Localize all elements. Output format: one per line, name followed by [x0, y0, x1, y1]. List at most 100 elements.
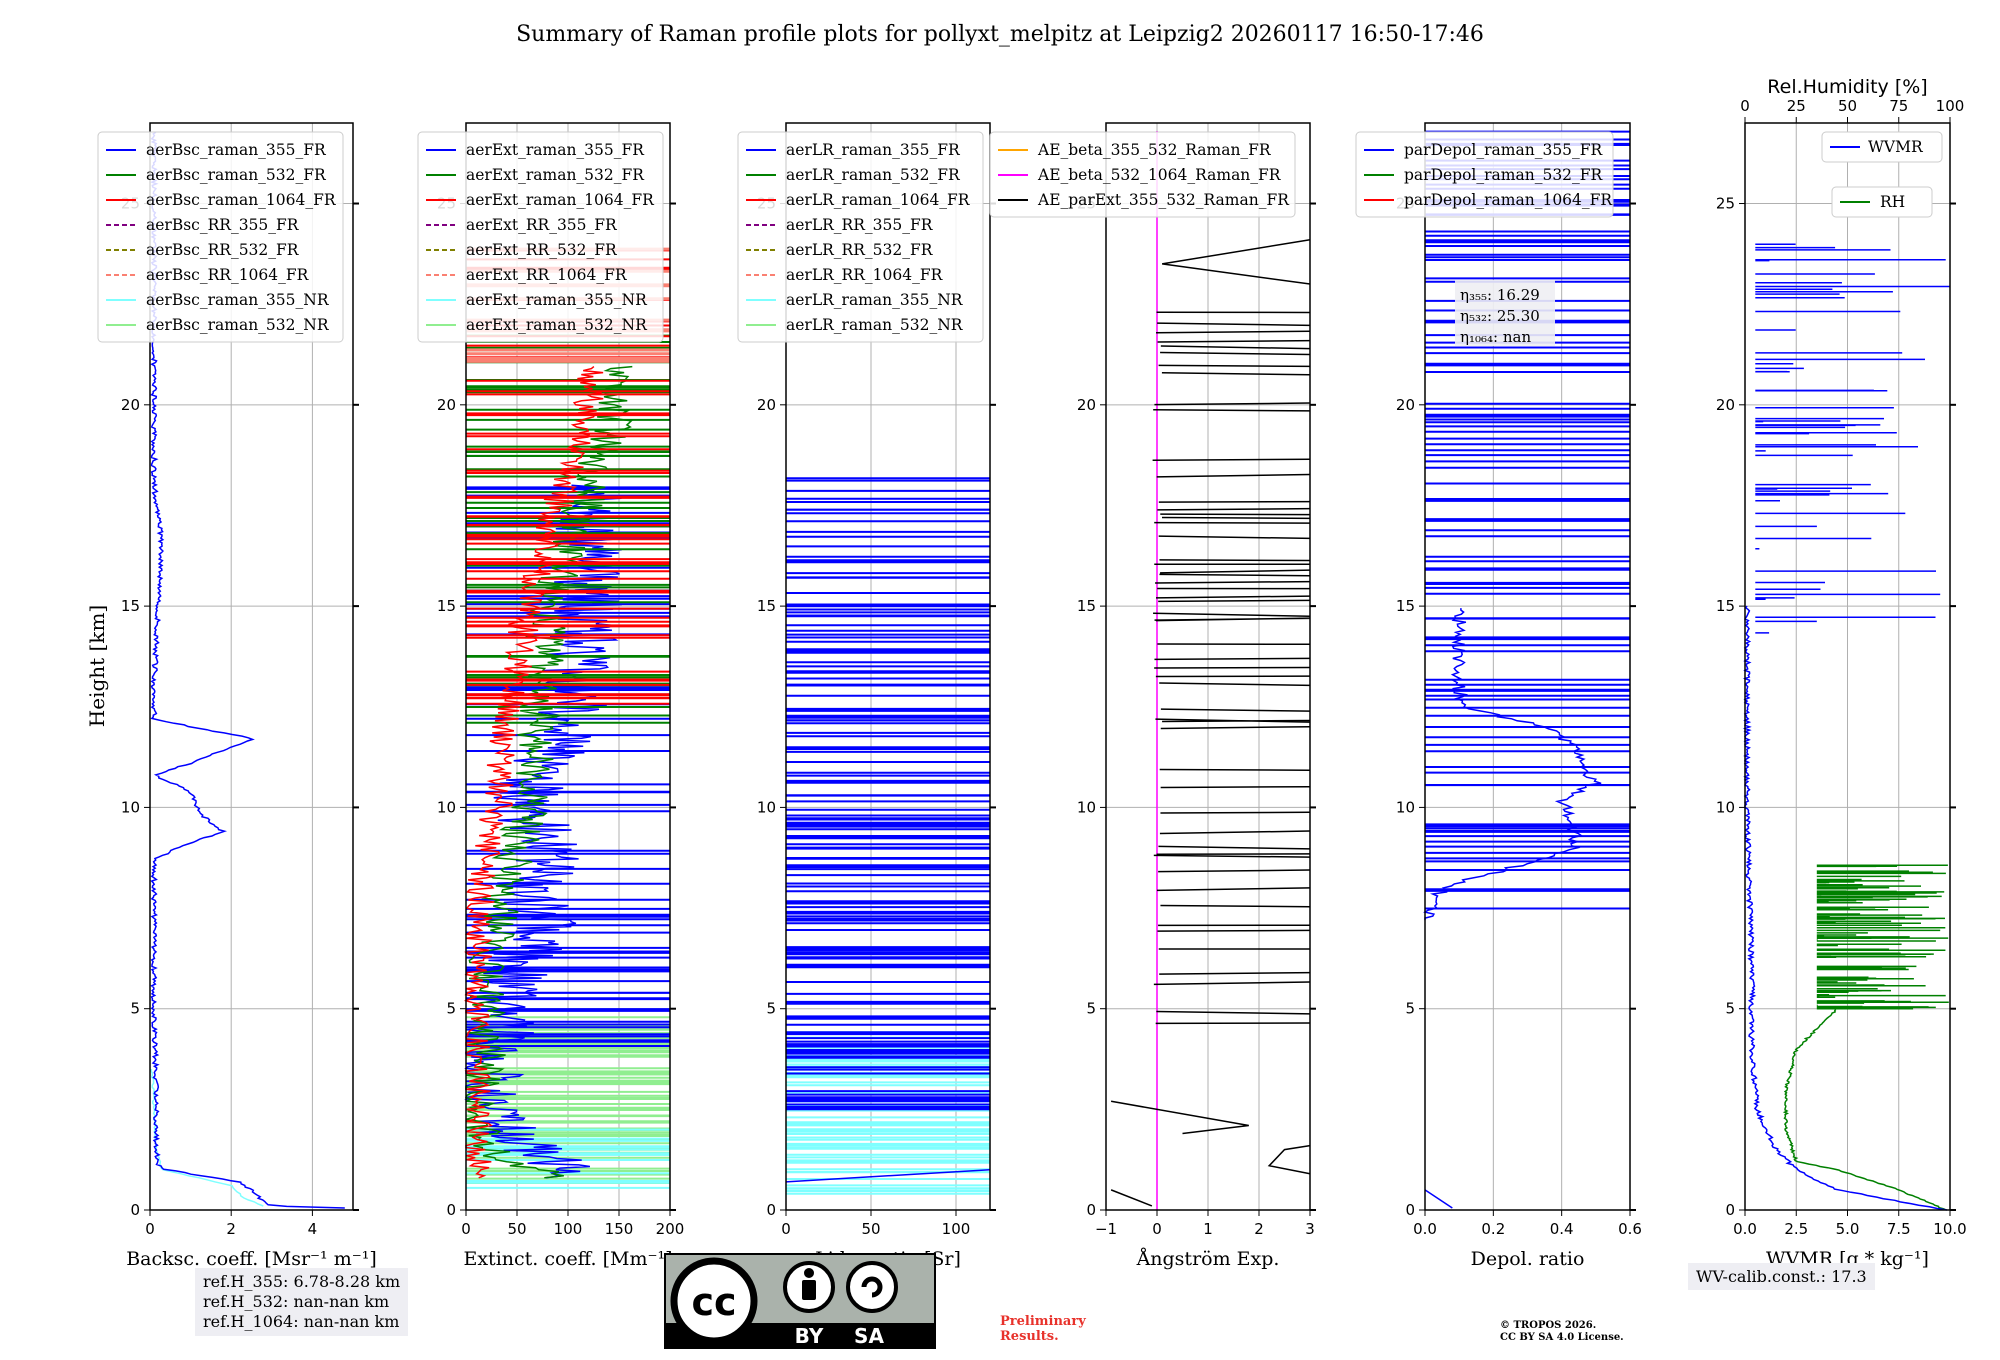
y-tick-label: 20 — [757, 396, 776, 414]
y-tick-label: 10 — [121, 798, 140, 816]
annotation-line: η₅₃₂: 25.30 — [1460, 307, 1540, 325]
y-tick-label: 15 — [1396, 597, 1415, 615]
legend-box — [1831, 186, 1933, 218]
x-tick-label: 1 — [1203, 1220, 1213, 1238]
x-tick-label: 0.6 — [1618, 1220, 1642, 1238]
axes-frame-5 — [1424, 122, 1631, 1211]
x-axis-label: Backsc. coeff. [Msr⁻¹ m⁻¹] — [126, 1248, 377, 1270]
preliminary-results: Preliminary Results. — [1000, 1314, 1086, 1344]
x-tick-label: 150 — [605, 1220, 634, 1238]
legend-label: AE_beta_355_532_Raman_FR — [1037, 141, 1272, 159]
x-axis-label: Depol. ratio — [1471, 1248, 1585, 1270]
ref-h-355: ref.H_355: 6.78-8.28 km — [203, 1272, 401, 1291]
top-tick-label: 100 — [1936, 97, 1965, 115]
series-line — [1742, 605, 1948, 1211]
x-axis-label: Extinct. coeff. [Mm⁻¹] — [463, 1248, 672, 1270]
legend-label: aerBsc_raman_532_FR — [146, 166, 327, 184]
preliminary-line-2: Results. — [1000, 1329, 1059, 1344]
series-line — [786, 477, 990, 1111]
x-tick-label: 10.0 — [1933, 1220, 1966, 1238]
top-tick-label: 75 — [1889, 97, 1908, 115]
x-tick-label: 0 — [1152, 1220, 1162, 1238]
series-line — [463, 366, 604, 1179]
y-tick-label: 20 — [1077, 396, 1096, 414]
x-tick-label: 2 — [1254, 1220, 1264, 1238]
x-tick-label: 2 — [226, 1220, 236, 1238]
y-tick-label: 10 — [757, 798, 776, 816]
copyright-line-2: CC BY SA 4.0 License. — [1500, 1332, 1624, 1343]
series-line — [785, 1168, 991, 1183]
legend-label: aerExt_raman_532_NR — [466, 316, 648, 334]
legend-label: aerExt_RR_1064_FR — [466, 266, 628, 284]
x-tick-label: 3 — [1305, 1220, 1315, 1238]
copyright-notice: © TROPOS 2026. CC BY SA 4.0 License. — [1500, 1320, 1624, 1344]
wv-calib-box: WV-calib.const.: 17.3 — [1688, 1263, 1875, 1290]
top-axis-label: Rel.Humidity [%] — [1767, 76, 1927, 98]
y-tick-label: 15 — [757, 597, 776, 615]
series-line — [1425, 130, 1630, 910]
legend-label: aerExt_raman_1064_FR — [466, 191, 655, 209]
annotation-box — [1455, 280, 1555, 346]
y-tick-label: 15 — [121, 597, 140, 615]
y-tick-label: 20 — [1716, 396, 1735, 414]
x-tick-label: 5.0 — [1836, 1220, 1860, 1238]
reference-height-box: ref.H_355: 6.78-8.28 km ref.H_532: nan-n… — [195, 1268, 409, 1336]
figure-title: Summary of Raman profile plots for polly… — [516, 22, 1484, 47]
y-tick-label: 5 — [1725, 1000, 1735, 1018]
y-axis-label: Height [km] — [85, 605, 109, 727]
y-tick-label: 0 — [130, 1201, 140, 1219]
y-tick-label: 15 — [1716, 597, 1735, 615]
cc-by-label: BY — [795, 1324, 824, 1348]
y-tick-label: 15 — [1077, 597, 1096, 615]
legend-label: aerExt_raman_355_NR — [466, 291, 648, 309]
legend-label: aerLR_RR_1064_FR — [786, 266, 944, 284]
axes-frame-3 — [785, 122, 991, 1211]
y-tick-label: 5 — [446, 1000, 456, 1018]
y-tick-label: 20 — [437, 396, 456, 414]
y-tick-label: 5 — [1086, 1000, 1096, 1018]
legend-box — [989, 131, 1296, 218]
y-tick-label: 25 — [1716, 195, 1735, 213]
legend-label: aerLR_RR_532_FR — [786, 241, 934, 259]
legend-5: parDepol_raman_355_FR parDepol_raman_532_… — [1355, 131, 1614, 218]
legend-label: aerExt_RR_532_FR — [466, 241, 618, 259]
legend-rh: RH — [1831, 186, 1933, 218]
y-tick-label: 20 — [121, 396, 140, 414]
y-tick-label: 15 — [437, 597, 456, 615]
x-tick-label: 0.4 — [1550, 1220, 1574, 1238]
ref-h-1064: ref.H_1064: nan-nan km — [203, 1312, 400, 1331]
y-tick-label: 10 — [1716, 798, 1735, 816]
legend-label: AE_parExt_355_532_Raman_FR — [1037, 191, 1290, 209]
x-tick-label: 0 — [781, 1220, 791, 1238]
x-tick-label: 0.0 — [1413, 1220, 1437, 1238]
x-tick-label: 50 — [861, 1220, 880, 1238]
legend-label: WVMR — [1868, 138, 1924, 156]
y-tick-label: 0 — [766, 1201, 776, 1219]
legend-label: parDepol_raman_355_FR — [1404, 141, 1604, 159]
x-tick-label: 0.2 — [1481, 1220, 1505, 1238]
legend-label: parDepol_raman_532_FR — [1404, 166, 1604, 184]
y-tick-label: 0 — [1405, 1201, 1415, 1219]
depol-eta-annotation: η₃₅₅: 16.29 η₅₃₂: 25.30 η₁₀₆₄: nan — [1455, 280, 1555, 346]
legend-box — [97, 131, 344, 343]
x-tick-label: 200 — [656, 1220, 685, 1238]
legend-label: aerLR_raman_1064_FR — [786, 191, 971, 209]
series-line — [1816, 864, 1949, 1010]
annotation-line: η₃₅₅: 16.29 — [1460, 286, 1540, 304]
y-tick-label: 10 — [1396, 798, 1415, 816]
legend-wvmr: WVMR — [1821, 131, 1943, 163]
svg-text:cc: cc — [691, 1280, 736, 1324]
y-tick-label: 5 — [1405, 1000, 1415, 1018]
preliminary-line-1: Preliminary — [1000, 1314, 1086, 1329]
y-tick-label: 20 — [1396, 396, 1415, 414]
legend-label: RH — [1880, 193, 1905, 211]
legend-label: aerBsc_raman_355_FR — [146, 141, 327, 159]
legend-label: aerBsc_raman_355_NR — [146, 291, 330, 309]
top-tick-label: 25 — [1787, 97, 1806, 115]
legend-label: aerLR_RR_355_FR — [786, 216, 934, 234]
y-tick-label: 5 — [130, 1000, 140, 1018]
legend-label: aerBsc_raman_1064_FR — [146, 191, 337, 209]
series-line — [1755, 243, 1950, 634]
legend-label: aerBsc_raman_532_NR — [146, 316, 330, 334]
